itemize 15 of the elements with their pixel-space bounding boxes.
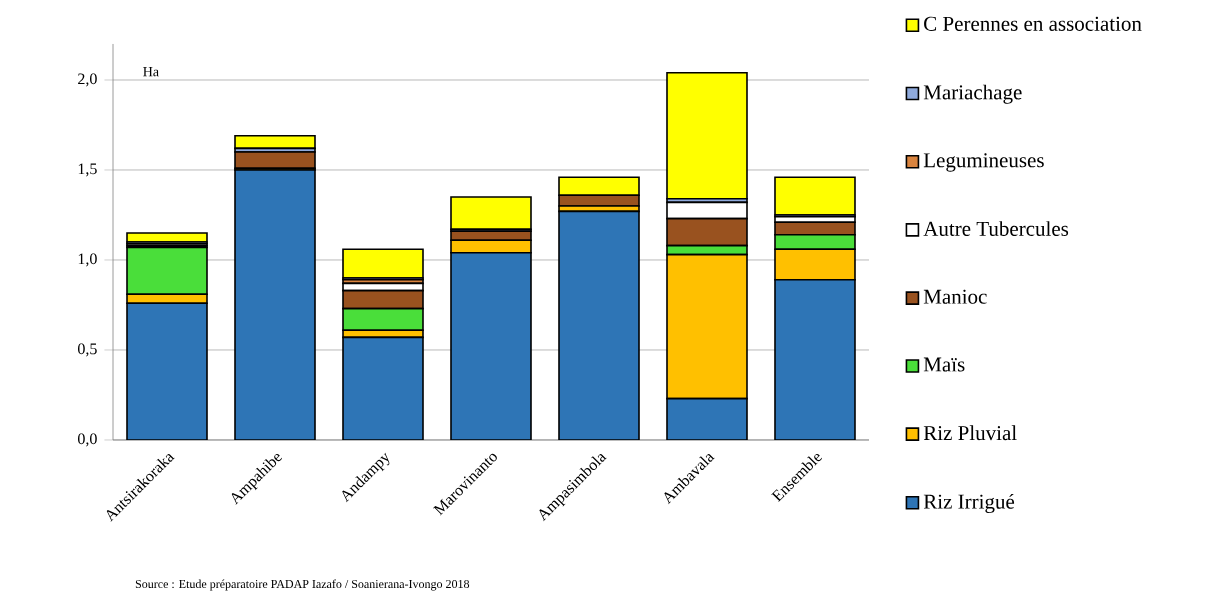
legend-label: Riz Pluvial (923, 425, 1017, 441)
source-note: Source : Etude préparatoire PADAP Iazafo / Soanierana-Ivongo 2018 (135, 579, 470, 591)
y-tick-label: 1,5 (78, 163, 97, 177)
y-axis-title: Ha (143, 67, 159, 77)
y-tick-label: 1,0 (78, 253, 97, 267)
legend-label: Autre Tubercules (923, 221, 1069, 236)
legend-label: Riz Irrigué (923, 493, 1015, 514)
y-tick-label: 0,0 (78, 433, 97, 447)
legend-label: Maïs (923, 357, 965, 372)
y-tick-label: 2,0 (78, 73, 97, 87)
legend-label: Legumineuses (923, 153, 1044, 172)
y-tick-label: 0,5 (78, 343, 97, 357)
legend-label: C Perennes en association (924, 16, 1142, 31)
legend-label: Mariachage (923, 84, 1022, 104)
legend-label: Manioc (923, 289, 987, 304)
